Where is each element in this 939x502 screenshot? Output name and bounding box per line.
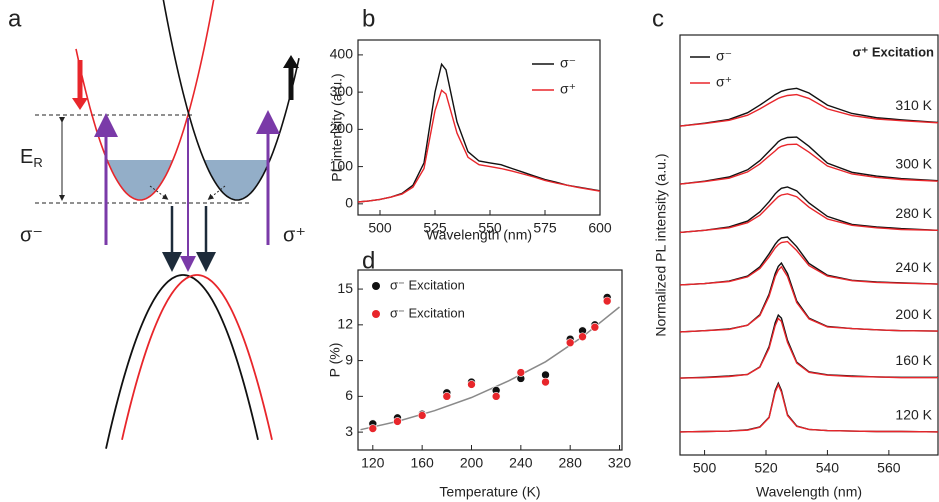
data-point [541,377,550,387]
y-tick-label: 9 [345,351,353,367]
panel-label: b [362,5,375,32]
y-tick-label: 200 [330,120,354,136]
x-tick-label: 500 [368,220,392,236]
x-tick-label: 575 [533,220,557,236]
y-axis-label: PL intensity (a.u.) [329,73,345,181]
y-tick-label: 100 [330,157,354,173]
x-tick-label: 160 [410,455,434,471]
x-tick-label: 240 [509,455,533,471]
polarization-label: σ⁻ [20,224,43,246]
data-point [491,392,501,401]
data-point [417,411,427,420]
spectrum-line [679,186,939,234]
y-tick-label: 12 [337,316,353,332]
polarization-label: σ⁺ [283,224,306,246]
temperature-label: 240 K [895,259,932,275]
filled-valley [204,159,270,200]
data-point [467,380,476,389]
valence-band [121,274,273,441]
band-diagram: a ER σ⁻ σ⁺ [8,0,306,449]
data-point [565,338,575,348]
data-point [578,332,587,342]
y-tick-label: 15 [337,280,353,296]
filled-valley [107,159,173,200]
chart-panel: b 500 525 550 575 600 0 100 200 300 400 Wavelength … [329,5,612,242]
legend-label: σ⁻ [560,55,576,71]
spectrum-line [679,143,939,185]
spectrum-line [357,89,601,203]
spectrum-line [679,240,939,286]
y-tick-label: 6 [345,387,353,403]
data-point [516,368,526,377]
y-axis-label: P (%) [327,343,343,378]
x-axis-label: Temperature (K) [439,484,540,500]
energy-label: ER [20,146,43,170]
legend-label: σ⁻ Excitation [390,277,465,292]
spectrum-line [679,313,938,379]
data-point [602,296,612,306]
temperature-label: 200 K [895,306,932,322]
x-tick-label: 560 [877,460,901,476]
spectrum-line [679,317,938,379]
spin-arrow-head [283,55,299,68]
data-point [393,417,402,426]
legend-label: σ⁻ [716,48,732,64]
x-tick-label: 500 [693,460,717,476]
x-tick-label: 520 [754,460,778,476]
scatter-arrow [149,185,169,200]
legend-marker [372,282,380,290]
panel-label: d [362,247,375,274]
x-tick-label: 320 [608,455,632,471]
data-point [442,392,452,401]
y-tick-label: 3 [345,423,353,439]
spectrum-line [679,383,939,433]
x-axis-label: Wavelength (nm) [426,227,532,243]
x-tick-label: 540 [816,460,840,476]
spin-arrow-head [72,98,88,110]
temperature-label: 120 K [895,407,932,423]
spectrum-line [679,265,939,333]
conduction-band [162,0,300,201]
panel-label: a [8,5,22,32]
legend-label: σ⁺ [560,81,576,97]
chart-panel: c 500 520 540 560 Wavelength (nm) Normalized P… [652,5,939,500]
valence-band [105,274,259,449]
spectrum-line [679,93,939,127]
y-tick-label: 400 [330,46,354,62]
legend-label: σ⁻ Excitation [390,305,465,320]
legend-marker [372,310,380,318]
data-point [368,424,378,433]
x-tick-label: 525 [423,220,447,236]
annotation: σ⁺ Excitation [853,44,935,59]
plot-frame [679,34,939,456]
x-axis-label: Wavelength (nm) [756,484,862,500]
spectrum-line [679,87,939,127]
chart-panel: d 120 160 200 240 280 320 3 6 9 12 15 Temperature (K… [327,247,632,499]
x-tick-label: 200 [460,455,484,471]
temperature-label: 160 K [895,352,932,368]
x-tick-label: 280 [559,455,583,471]
x-tick-label: 120 [361,455,385,471]
temperature-label: 300 K [895,155,932,171]
y-tick-label: 300 [330,83,354,99]
temperature-label: 310 K [895,97,932,113]
spectrum-line [679,136,939,185]
data-point [590,322,600,332]
plot-frame [357,39,601,216]
spectrum-line [679,193,939,234]
panel-label: c [652,5,664,32]
y-axis-label: Normalized PL intensity (a.u.) [653,153,669,336]
legend-label: σ⁺ [716,74,732,90]
temperature-label: 280 K [895,205,932,221]
data-point [541,370,550,380]
x-tick-label: 550 [478,220,502,236]
fit-curve [360,306,620,431]
conduction-band [75,0,215,201]
plot-frame [357,269,623,451]
x-tick-label: 600 [588,220,612,236]
y-tick-label: 0 [345,195,353,211]
scatter-arrow [207,185,226,200]
